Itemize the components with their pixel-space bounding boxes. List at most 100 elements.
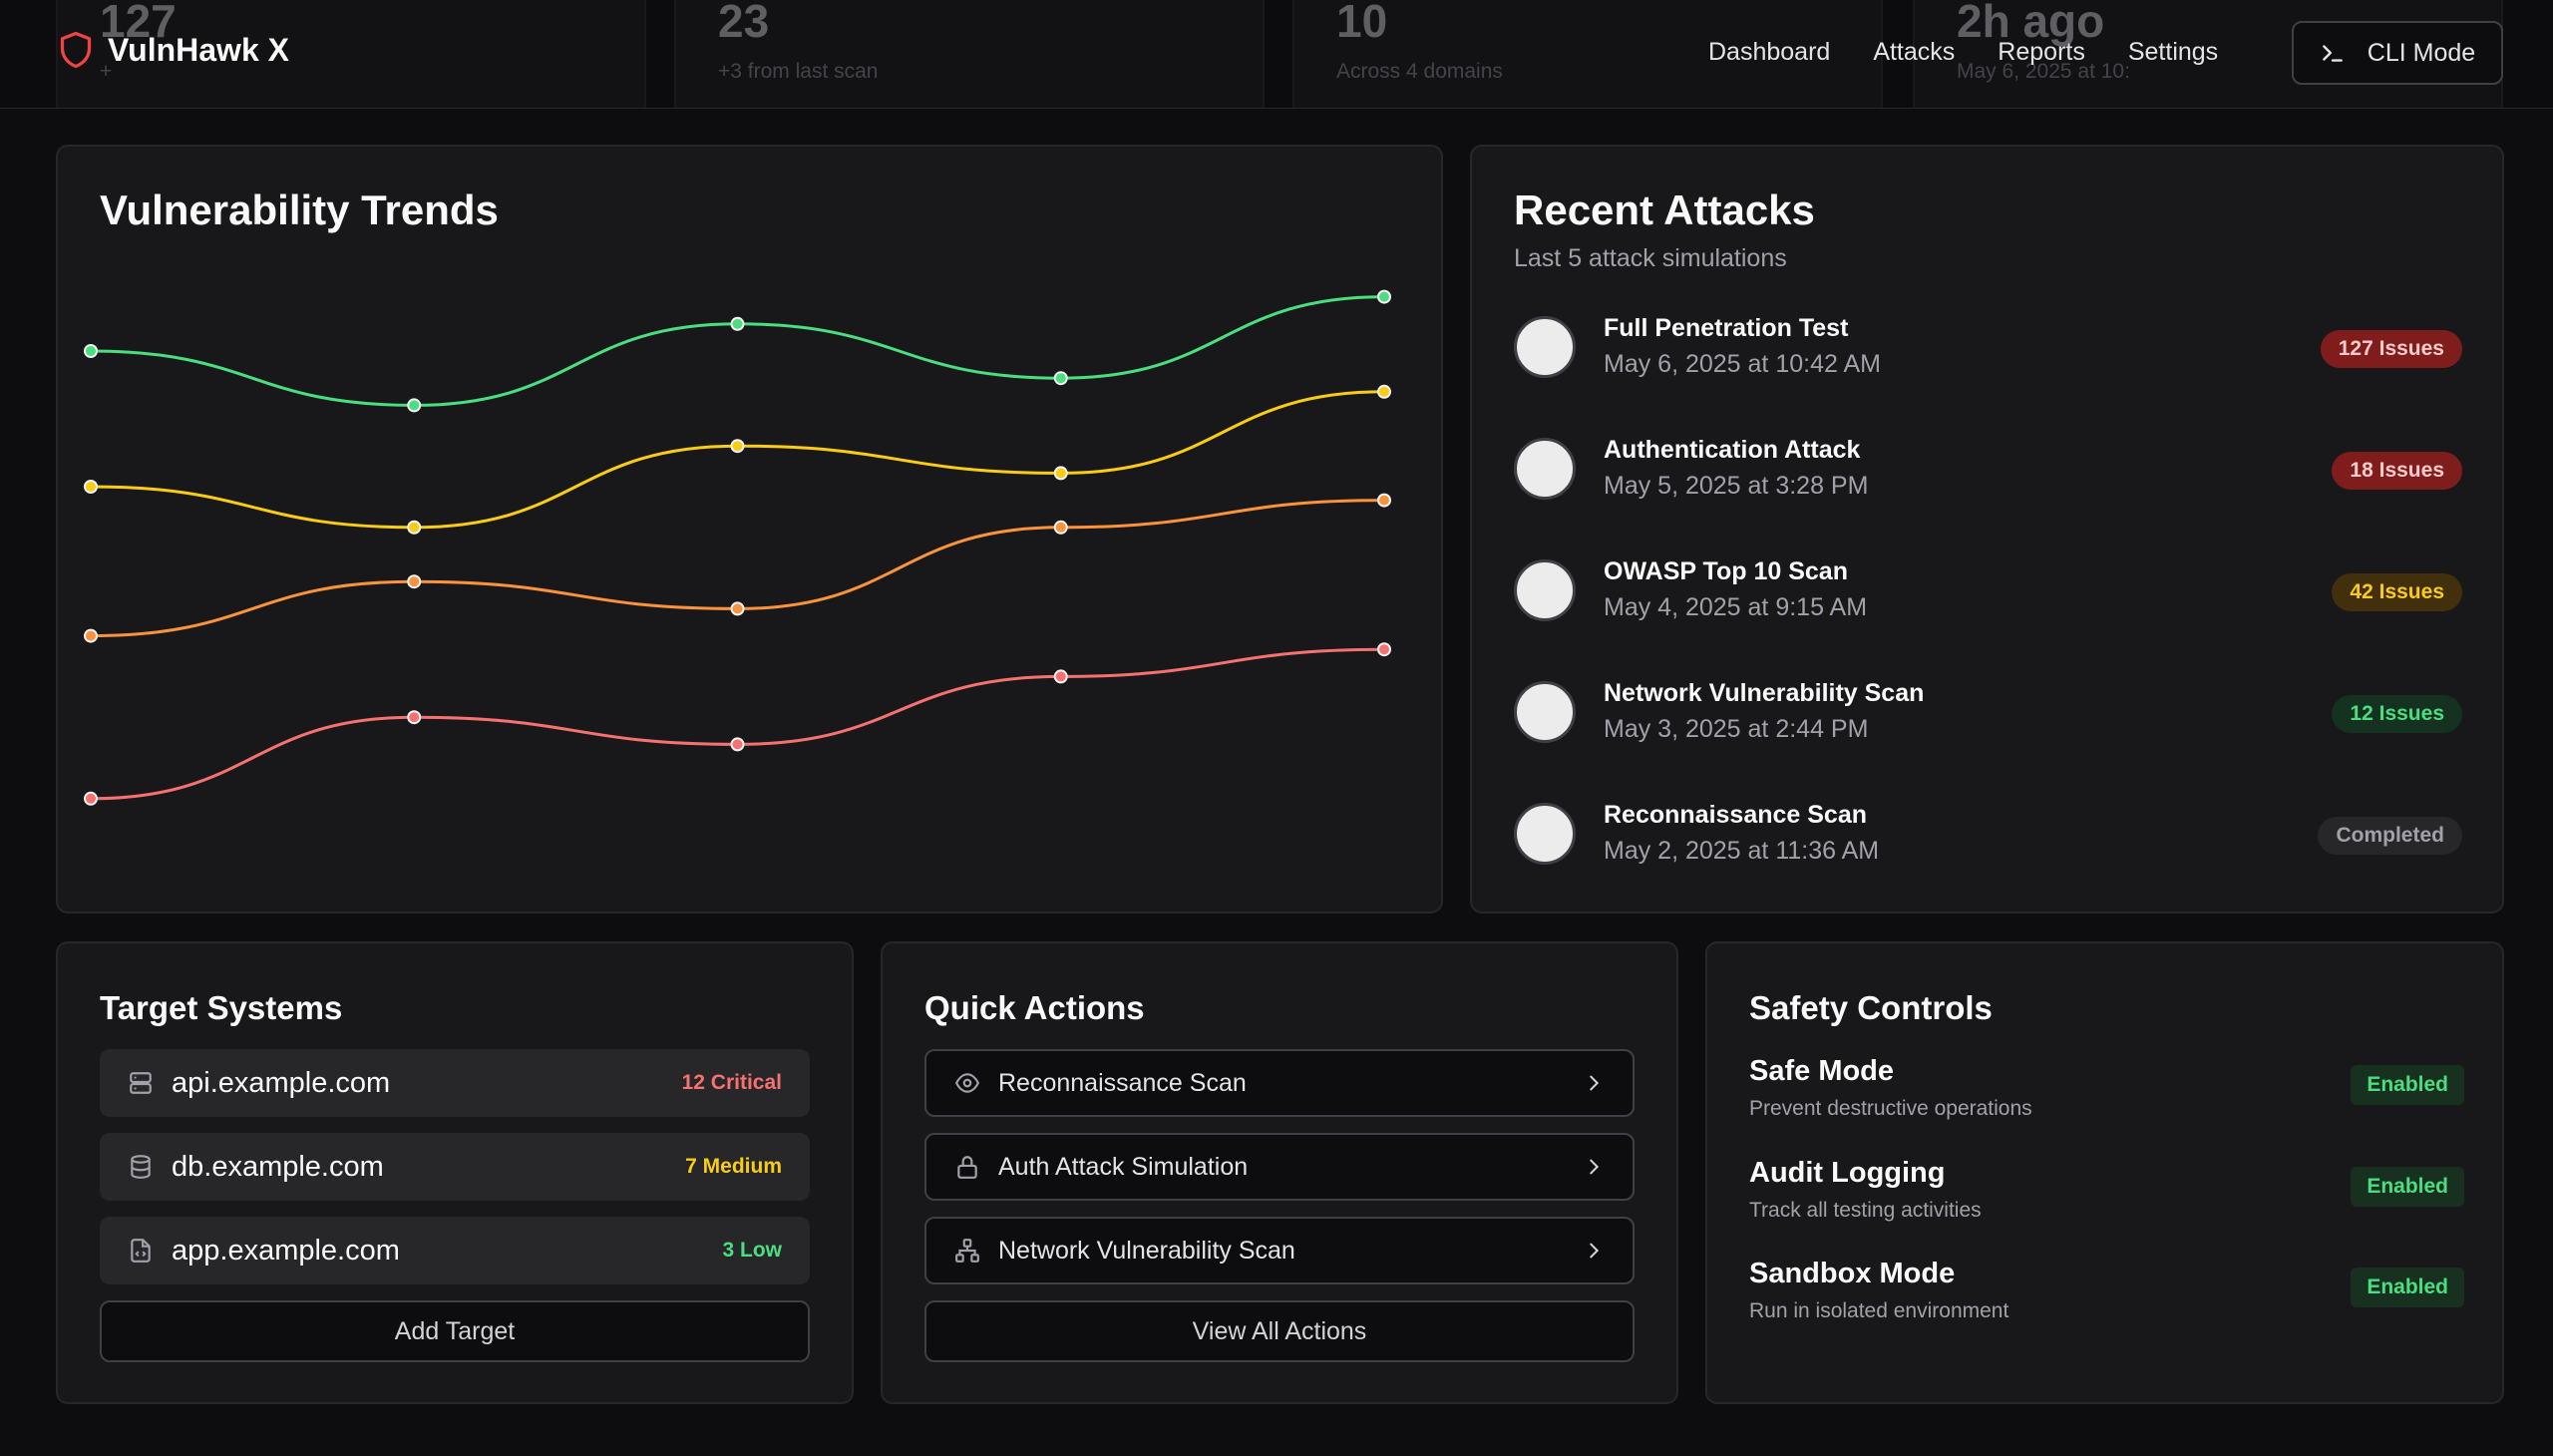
attack-date: May 5, 2025 at 3:28 PM [1604,472,1869,500]
attack-row[interactable]: Full Penetration Test May 6, 2025 at 10:… [1514,314,2462,384]
action-reconnaissance-scan[interactable]: Reconnaissance Scan [924,1049,1635,1117]
attack-name: Reconnaissance Scan [1604,801,1868,829]
shield-icon [60,31,92,69]
safety-safe-mode: Safe Mode Prevent destructive operations… [1749,1055,2464,1135]
data-point[interactable] [84,628,98,643]
data-point[interactable] [407,520,422,535]
target-row-api[interactable]: api.example.com 12 Critical [100,1049,810,1117]
status-badge: Completed [2318,817,2462,855]
safety-desc: Track all testing activities [1749,1199,1982,1222]
data-point[interactable] [1377,384,1391,399]
avatar [1514,559,1576,621]
stat-sub: + [100,60,113,83]
data-point[interactable] [730,601,745,616]
enabled-badge[interactable]: Enabled [2351,1065,2464,1105]
nav-reports[interactable]: Reports [1998,38,2085,66]
eye-icon [954,1073,980,1093]
target-systems-title: Target Systems [100,989,343,1026]
safety-title: Sandbox Mode [1749,1258,1956,1289]
data-point[interactable] [1053,520,1068,535]
network-icon [955,1239,979,1263]
target-row-db[interactable]: db.example.com 7 Medium [100,1133,810,1201]
stat-value: 127 [100,0,177,47]
chevron-right-icon [1590,1075,1600,1091]
view-all-actions-button[interactable]: View All Actions [924,1300,1635,1362]
data-point[interactable] [1377,642,1391,657]
series-line-3 [90,647,1385,801]
data-point[interactable] [407,710,422,725]
data-point[interactable] [84,344,98,358]
vulnerability-trends-card: Vulnerability Trends [56,145,1443,913]
data-point[interactable] [1053,669,1068,684]
recent-attacks-title: Recent Attacks [1514,186,1815,233]
file-code-icon [131,1239,151,1263]
database-icon [131,1155,151,1179]
data-point[interactable] [407,574,422,589]
quick-actions-card: Quick Actions Reconnaissance Scan Auth A… [881,941,1678,1404]
stat-card-targets: 10 Across 4 domains [1292,0,1883,108]
data-point[interactable] [84,480,98,494]
header-bar: VulnHawk X Dashboard Attacks Reports Set… [0,0,2553,108]
data-point[interactable] [1377,493,1391,508]
data-point[interactable] [730,316,745,331]
target-row-app[interactable]: app.example.com 3 Low [100,1217,810,1284]
action-auth-attack[interactable]: Auth Attack Simulation [924,1133,1635,1201]
data-point[interactable] [407,398,422,413]
attack-date: May 4, 2025 at 9:15 AM [1604,593,1868,621]
safety-desc: Prevent destructive operations [1749,1097,2032,1120]
attack-row[interactable]: OWASP Top 10 Scan May 4, 2025 at 9:15 AM… [1514,557,2462,627]
attack-name: Authentication Attack [1604,436,1861,464]
attack-row[interactable]: Reconnaissance Scan May 2, 2025 at 11:36… [1514,801,2462,871]
enabled-badge[interactable]: Enabled [2351,1268,2464,1307]
brand[interactable]: VulnHawk X [58,30,289,70]
data-point[interactable] [1377,289,1391,304]
target-name: db.example.com [172,1150,384,1183]
nav-settings[interactable]: Settings [2127,38,2219,66]
attack-date: May 3, 2025 at 2:44 PM [1604,715,1869,743]
safety-controls-title: Safety Controls [1749,989,1993,1026]
action-network-scan[interactable]: Network Vulnerability Scan [924,1217,1635,1284]
safety-desc: Run in isolated environment [1749,1299,2009,1322]
nav-attacks[interactable]: Attacks [1873,38,1956,66]
severity-badge: 7 Medium [685,1155,782,1178]
trend-chart [84,289,1391,806]
attack-row[interactable]: Network Vulnerability Scan May 3, 2025 a… [1514,679,2462,749]
safety-controls-card: Safety Controls Safe Mode Prevent destru… [1705,941,2504,1404]
avatar [1514,316,1576,378]
trends-title: Vulnerability Trends [100,186,499,233]
target-name: app.example.com [172,1234,400,1267]
chevron-right-icon [1590,1159,1600,1175]
safety-sandbox-mode: Sandbox Mode Run in isolated environment… [1749,1258,2464,1337]
enabled-badge[interactable]: Enabled [2351,1167,2464,1207]
action-label: Network Vulnerability Scan [998,1236,1295,1265]
avatar [1514,438,1576,500]
terminal-icon [2322,45,2343,62]
attack-name: Network Vulnerability Scan [1604,679,1925,707]
chevron-right-icon [1590,1243,1600,1259]
series-line-1 [90,390,1385,530]
issues-badge: 42 Issues [2332,573,2462,611]
recent-attacks-card: Recent Attacks Last 5 attack simulations… [1470,145,2504,913]
main-nav: Dashboard Attacks Reports Settings [1708,38,2218,67]
stat-value: 2h ago [1957,0,2105,47]
data-point[interactable] [1053,466,1068,481]
attack-date: May 6, 2025 at 10:42 AM [1604,350,1881,378]
cli-mode-button[interactable]: CLI Mode [2292,21,2503,85]
issues-badge: 18 Issues [2332,452,2462,490]
series-line-0 [90,295,1385,407]
server-icon [130,1072,152,1094]
data-point[interactable] [730,439,745,454]
issues-badge: 12 Issues [2332,695,2462,733]
nav-dashboard[interactable]: Dashboard [1708,38,1831,66]
stat-sub: May 6, 2025 at 10: [1957,60,2130,83]
data-point[interactable] [84,791,98,806]
quick-actions-title: Quick Actions [924,989,1145,1026]
stat-card-total: 127 + [56,0,646,108]
attack-row[interactable]: Authentication Attack May 5, 2025 at 3:2… [1514,436,2462,506]
add-target-button[interactable]: Add Target [100,1300,810,1362]
data-point[interactable] [730,737,745,752]
data-point[interactable] [1053,371,1068,386]
safety-audit-logging: Audit Logging Track all testing activiti… [1749,1157,2464,1237]
safety-title: Audit Logging [1749,1157,1946,1189]
severity-badge: 3 Low [722,1239,782,1262]
